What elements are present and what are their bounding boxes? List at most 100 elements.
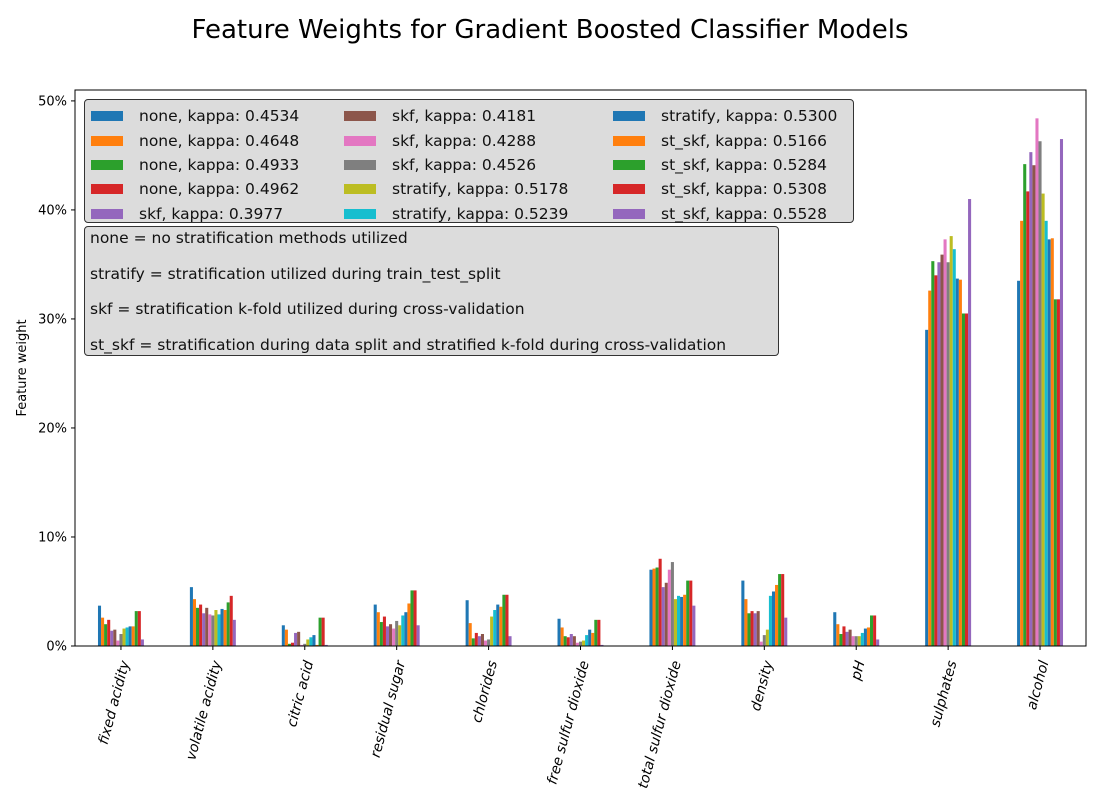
bar-5-residual-sugar (385, 626, 390, 646)
bar-8-free-sulfur-dioxide (578, 641, 583, 646)
bar-12-chlorides (499, 606, 503, 646)
bar-5-chlorides (477, 636, 481, 646)
legend-label: none, kappa: 0.4648 (139, 131, 300, 150)
note-none: none = no stratification methods utilize… (90, 229, 408, 247)
bar-7-residual-sugar (392, 628, 396, 646)
bar-7-free-sulfur-dioxide (575, 642, 579, 646)
x-tick-label: fixed acidity (96, 658, 134, 746)
bar-4-citric-acid (290, 642, 295, 646)
bar-11-citric-acid (312, 635, 316, 646)
bar-7-citric-acid (300, 644, 304, 646)
bar-5-ph (845, 631, 849, 646)
legend-label: skf, kappa: 0.4526 (392, 155, 537, 174)
bar-15-sulphates (968, 199, 972, 646)
bar-14-alcohol (1056, 299, 1060, 646)
bar-4-ph (842, 626, 846, 646)
bar-3-free-sulfur-dioxide (563, 636, 567, 646)
bar-13-density (778, 574, 782, 646)
bar-2-alcohol (1020, 220, 1024, 646)
x-tick-label: sulphates (928, 659, 961, 729)
legend-entry: skf, kappa: 0.4288 (338, 128, 568, 152)
bar-2-citric-acid (284, 629, 288, 646)
bar-6-free-sulfur-dioxide (572, 636, 576, 646)
bar-2-fixed-acidity (101, 617, 105, 646)
bar-11-volatile-acidity (220, 608, 224, 646)
bar-3-sulphates (931, 261, 935, 646)
legend-label: stratify, kappa: 0.5239 (392, 204, 569, 223)
x-tick-label: free sulfur dioxide (544, 659, 592, 786)
bar-14-citric-acid (321, 617, 325, 646)
bar-10-free-sulfur-dioxide (585, 635, 589, 646)
bar-2-density (744, 599, 748, 646)
bar-15-residual-sugar (416, 625, 420, 646)
bar-1-sulphates (925, 329, 929, 646)
bar-14-ph (873, 615, 877, 646)
bar-4-alcohol (1026, 191, 1030, 646)
bar-1-citric-acid (281, 625, 285, 646)
bar-12-fixed-acidity (131, 626, 135, 646)
legend-label: st_skf, kappa: 0.5284 (661, 155, 828, 174)
bar-6-volatile-acidity (205, 607, 209, 646)
bar-15-density (784, 617, 788, 646)
bar-10-volatile-acidity (217, 614, 221, 646)
y-tick-label: 0% (46, 640, 67, 655)
legend-swatch (344, 208, 376, 219)
legend-label: skf, kappa: 0.4181 (392, 107, 537, 126)
bar-6-alcohol (1032, 165, 1036, 646)
bar-10-citric-acid (309, 637, 313, 646)
y-tick-label: 50% (38, 94, 67, 109)
legend-column-1: none, kappa: 0.4534 none, kappa: 0.4648 no… (85, 104, 299, 226)
bar-7-fixed-acidity (116, 640, 120, 646)
bar-6-citric-acid (297, 631, 301, 646)
bar-2-free-sulfur-dioxide (560, 627, 564, 646)
y-tick-label: 20% (38, 421, 67, 436)
bar-13-volatile-acidity (226, 602, 230, 646)
legend-label: skf, kappa: 0.4288 (392, 131, 537, 150)
bar-11-chlorides (496, 604, 500, 646)
legend-swatch (91, 159, 123, 170)
legend-label: stratify, kappa: 0.5178 (392, 180, 569, 199)
bar-15-alcohol (1059, 139, 1064, 646)
legend-swatch (613, 135, 645, 146)
bar-14-free-sulfur-dioxide (597, 619, 601, 646)
bar-13-residual-sugar (410, 590, 414, 646)
bar-11-residual-sugar (404, 612, 408, 646)
y-tick-label: 40% (38, 203, 67, 218)
legend-entry: st_skf, kappa: 0.5166 (607, 128, 837, 152)
bar-12-citric-acid (315, 644, 319, 646)
bar-6-sulphates (940, 254, 944, 646)
bar-3-volatile-acidity (196, 607, 200, 646)
bar-1-density (741, 580, 745, 646)
bar-12-ph (866, 627, 871, 646)
y-tick-label: 30% (38, 312, 67, 327)
bar-11-alcohol (1047, 239, 1051, 647)
bar-2-chlorides (468, 623, 472, 646)
bar-5-total-sulfur-dioxide (661, 587, 665, 646)
chart-title: Feature Weights for Gradient Boosted Cla… (191, 15, 908, 45)
x-tick-label: volatile acidity (183, 658, 225, 762)
bar-2-total-sulfur-dioxide (652, 568, 656, 646)
bar-7-chlorides (484, 640, 488, 646)
bar-8-chlorides (487, 639, 491, 646)
legend-label: stratify, kappa: 0.5300 (661, 107, 838, 126)
bar-10-residual-sugar (401, 615, 405, 646)
bar-15-free-sulfur-dioxide (600, 644, 604, 646)
x-tick-label: residual sugar (368, 658, 410, 760)
legend-entry: none, kappa: 0.4648 (85, 128, 299, 152)
bar-14-density (781, 574, 785, 646)
legend-entry: none, kappa: 0.4534 (85, 104, 299, 128)
bar-15-citric-acid (324, 644, 328, 646)
bar-14-total-sulfur-dioxide (689, 580, 693, 646)
bar-13-free-sulfur-dioxide (594, 619, 598, 646)
bar-1-residual-sugar (373, 604, 377, 646)
bar-10-density (768, 595, 772, 646)
legend-swatch (91, 208, 123, 219)
legend-label: st_skf, kappa: 0.5528 (661, 204, 828, 223)
bar-3-alcohol (1023, 164, 1027, 646)
legend-swatch (91, 111, 123, 122)
bar-1-fixed-acidity (97, 605, 102, 646)
bar-7-ph (851, 636, 855, 646)
bar-2-ph (836, 624, 840, 646)
bar-9-alcohol (1041, 193, 1045, 646)
